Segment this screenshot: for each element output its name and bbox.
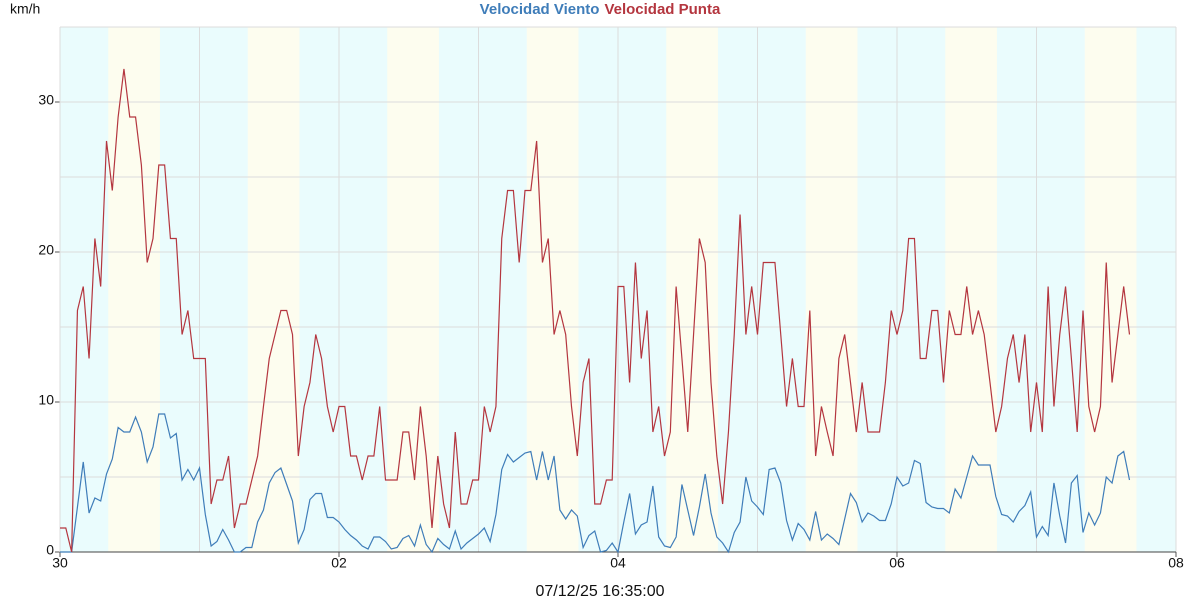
shaded-band (108, 27, 160, 552)
shaded-band (666, 27, 718, 552)
shaded-band (805, 27, 858, 552)
legend-label: Velocidad Viento (480, 1, 600, 18)
legend-label: Velocidad Punta (604, 1, 721, 18)
y-tick-label: 0 (46, 542, 54, 558)
footer: 07/12/25 16:35:00 (535, 583, 664, 600)
x-tick-label: 08 (1168, 555, 1184, 571)
lines (60, 68, 1131, 554)
x-tick-label: 02 (331, 555, 347, 571)
x-tick-label: 30 (52, 555, 68, 571)
unit-label: km/h (10, 1, 40, 17)
shaded-band (526, 27, 579, 552)
series-line (60, 68, 1131, 553)
x-tick-label: 06 (889, 555, 905, 571)
shaded-band (387, 27, 439, 552)
y-tick-label: 10 (38, 392, 54, 408)
x-tick-label: 04 (610, 555, 626, 571)
y-tick-label: 20 (38, 242, 54, 258)
shaded-band (247, 27, 300, 552)
series-line (60, 413, 1131, 554)
y-tick-label: 30 (38, 92, 54, 108)
labels: 0 10 20 30 30 02 04 06 08 Velocidad Viento Velocid… (38, 1, 1184, 571)
shaded-band (1084, 27, 1137, 552)
shaded-band (945, 27, 997, 552)
